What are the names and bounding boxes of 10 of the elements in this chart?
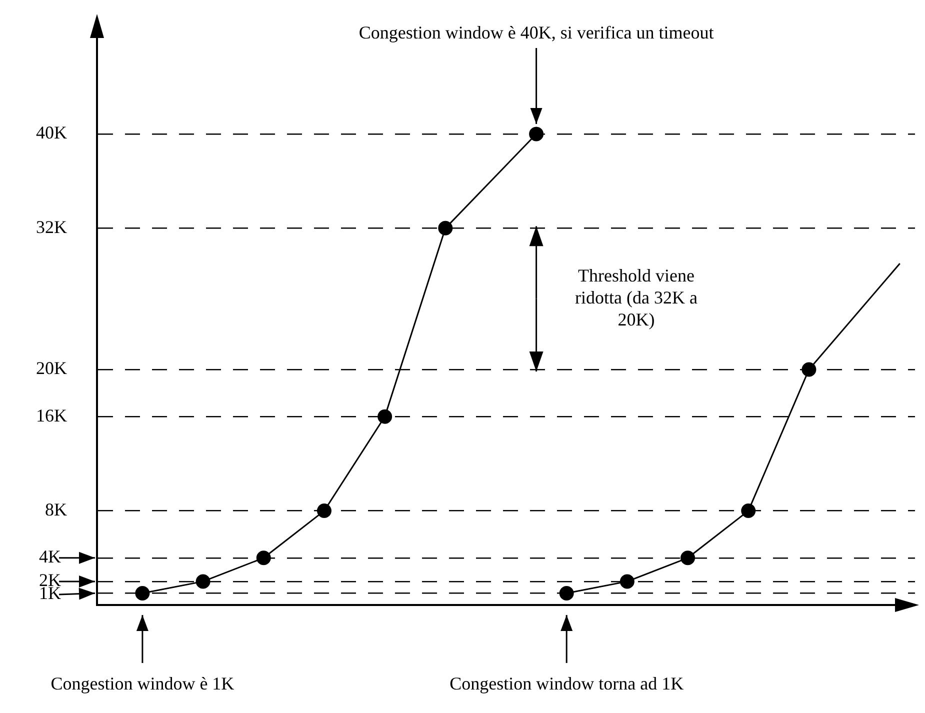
text: Congestion window torna ad 1K	[450, 674, 684, 694]
annotation: Threshold viene ridotta (da 32K a 20K)	[575, 266, 698, 330]
y-tick-label: 40K	[36, 122, 67, 143]
annotation: Congestion window è 40K, si verifica un timeout	[358, 22, 714, 43]
y-tick-label: 20K	[36, 358, 67, 378]
y-tick-label: 4K	[39, 546, 61, 567]
text: Congestion window è 1K	[50, 674, 234, 694]
y-tick-label: 32K	[36, 216, 67, 237]
y-tick-label: 16K	[36, 405, 67, 426]
y-tick-label: 8K	[45, 500, 67, 520]
